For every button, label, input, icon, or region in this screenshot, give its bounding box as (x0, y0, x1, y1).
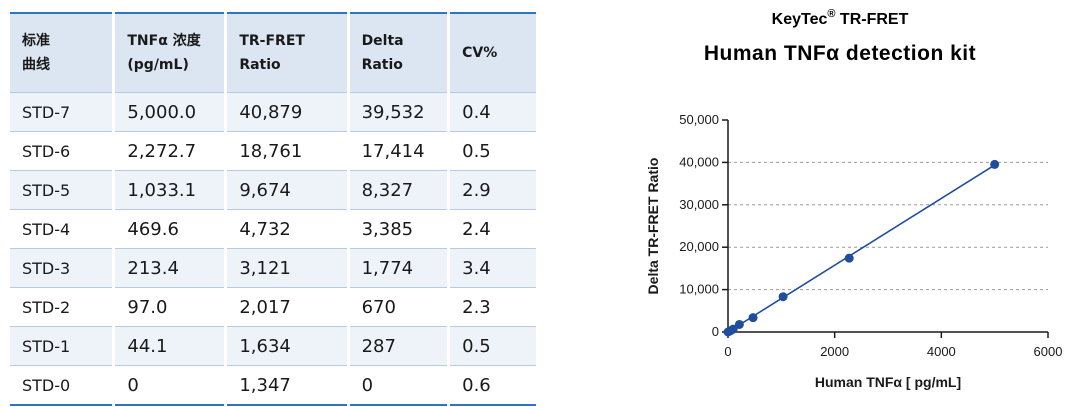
y-tick-label: 30,000 (679, 197, 719, 212)
table-cell: 469.6 (113, 209, 228, 249)
table-cell: 0.4 (448, 92, 536, 132)
table-row: STD-3 213.4 3,121 1,774 3.4 (10, 248, 536, 288)
data-point (748, 313, 758, 323)
column-header-4: Delta Ratio (348, 12, 451, 93)
y-tick-label: 10,000 (679, 282, 719, 297)
table-row: STD-0 0 1,347 0 0.6 (10, 365, 536, 406)
x-tick-label: 4000 (927, 344, 956, 359)
column-header-2: TNFα 浓度 (pg/mL) (113, 12, 228, 93)
column-header-5: CV% (448, 12, 536, 93)
data-point (723, 327, 733, 337)
table-body: STD-7 5,000.0 40,879 39,532 0.4 STD-6 2,272.7 1… (10, 92, 536, 406)
fit-line (727, 164, 996, 333)
table-cell: STD-5 (10, 170, 116, 210)
table-cell: 17,414 (348, 131, 451, 171)
chart-series (723, 159, 1000, 337)
table-cell: 5,000.0 (113, 92, 228, 132)
table-cell: STD-7 (10, 92, 116, 132)
table-cell: STD-6 (10, 131, 116, 171)
data-point (778, 292, 788, 302)
column-header-1: 标准 曲线 (10, 12, 116, 93)
table-cell: 0 (348, 365, 451, 406)
table-cell: 1,033.1 (113, 170, 228, 210)
y-tick-label: 40,000 (679, 154, 719, 169)
x-axis-label: Human TNFα [ pg/mL] (815, 374, 961, 390)
column-header-line: Delta (361, 33, 404, 49)
table-cell: 0.6 (448, 365, 536, 406)
table-cell: 1,634 (225, 326, 350, 366)
table-cell: 97.0 (113, 287, 228, 327)
y-tick-label: 0 (712, 324, 719, 339)
y-axis-label: Delta TR-FRET Ratio (645, 158, 661, 295)
table-cell: 2.9 (448, 170, 536, 210)
x-tick-label: 6000 (1034, 344, 1063, 359)
table-cell: 3,385 (348, 209, 451, 249)
table-row: STD-2 97.0 2,017 670 2.3 (10, 287, 536, 327)
table-row: STD-5 1,033.1 9,674 8,327 2.9 (10, 170, 536, 210)
data-point (734, 319, 744, 329)
column-header-line: (pg/mL) (127, 57, 189, 73)
column-header-line: Ratio (361, 57, 403, 73)
y-tick-label: 50,000 (679, 112, 719, 127)
table-cell: STD-2 (10, 287, 116, 327)
table-header-row: 标准曲线 TNFα 浓度 (pg/mL) TR-FRET Ratio Delta Ratio… (10, 12, 536, 93)
table-cell: STD-0 (10, 365, 116, 406)
table-row: STD-7 5,000.0 40,879 39,532 0.4 (10, 92, 536, 132)
table-cell: 0.5 (448, 326, 536, 366)
table-cell: 0.5 (448, 131, 536, 171)
x-tick-label: 2000 (820, 344, 849, 359)
table-cell: 1,347 (225, 365, 350, 406)
column-header-line: CV% (462, 45, 498, 61)
table-cell: 287 (348, 326, 451, 366)
tnf-alpha-standard-curve-chart: KeyTec® TR-FRET Human TNFα detection kit… (645, 8, 1062, 390)
column-header-3: TR-FRET Ratio (225, 12, 350, 93)
table-cell: 1,774 (348, 248, 451, 288)
data-point (990, 159, 1000, 169)
table-cell: 3,121 (225, 248, 350, 288)
table-cell: 213.4 (113, 248, 228, 288)
chart-title-line1: KeyTec® TR-FRET (772, 8, 909, 28)
table-cell: 18,761 (225, 131, 350, 171)
table-cell: 2.4 (448, 209, 536, 249)
table-row: STD-1 44.1 1,634 287 0.5 (10, 326, 536, 366)
column-header-line: TNFα 浓度 (127, 33, 201, 49)
standard-curve-table: 标准曲线 TNFα 浓度 (pg/mL) TR-FRET Ratio Delta Ratio… (10, 12, 536, 406)
table-cell: STD-1 (10, 326, 116, 366)
table-row: STD-6 2,272.7 18,761 17,414 0.5 (10, 131, 536, 171)
data-point (844, 253, 854, 263)
table-cell: STD-4 (10, 209, 116, 249)
table-cell: STD-3 (10, 248, 116, 288)
x-tick-label: 0 (724, 344, 731, 359)
y-tick-label: 20,000 (679, 239, 719, 254)
column-header-line: 标准 (22, 33, 50, 49)
column-header-line: Ratio (239, 57, 281, 73)
table-cell: 2.3 (448, 287, 536, 327)
chart-ticks: 0 10,000 20,000 30,000 40,000 50,000 0 2000 4000… (679, 112, 1062, 359)
chart-gridlines (728, 161, 1048, 291)
table-cell: 9,674 (225, 170, 350, 210)
table-cell: 44.1 (113, 326, 228, 366)
table-cell: 4,732 (225, 209, 350, 249)
table-cell: 3.4 (448, 248, 536, 288)
table-cell: 2,017 (225, 287, 350, 327)
table-cell: 670 (348, 287, 451, 327)
table-cell: 40,879 (225, 92, 350, 132)
chart-title: Human TNFα detection kit (704, 42, 976, 65)
table-cell: 0 (113, 365, 228, 406)
column-header-line: TR-FRET (239, 33, 305, 49)
chart-axes (727, 120, 1048, 333)
table-cell: 8,327 (348, 170, 451, 210)
column-header-line: 曲线 (22, 57, 50, 73)
table-cell: 2,272.7 (113, 131, 228, 171)
table-cell: 39,532 (348, 92, 451, 132)
table-row: STD-4 469.6 4,732 3,385 2.4 (10, 209, 536, 249)
